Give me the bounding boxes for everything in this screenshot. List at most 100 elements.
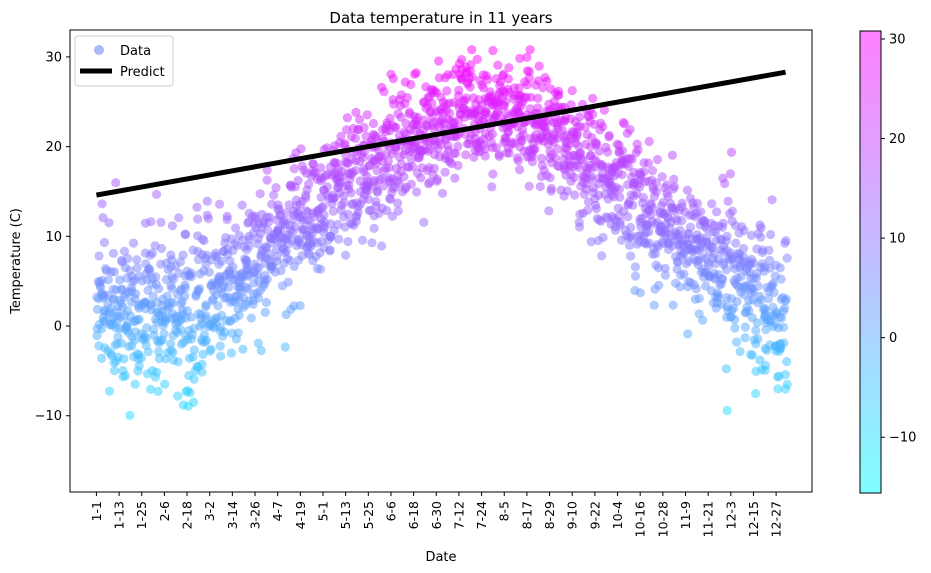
data-point — [285, 180, 295, 190]
data-point — [104, 218, 114, 228]
data-point — [583, 205, 593, 215]
y-axis: −10 0 10 20 30 — [35, 50, 70, 424]
data-point — [780, 370, 791, 380]
x-tick-label: 5-1 — [315, 501, 330, 521]
data-point — [769, 287, 779, 298]
data-point — [154, 346, 164, 357]
data-point — [450, 173, 460, 183]
data-point — [414, 150, 424, 160]
data-point — [223, 282, 234, 292]
data-point — [455, 69, 465, 79]
data-point — [340, 139, 350, 149]
data-point — [452, 131, 462, 142]
data-point — [545, 135, 555, 145]
data-point — [683, 329, 693, 339]
data-point — [653, 263, 664, 273]
data-point — [683, 256, 694, 266]
data-point — [302, 185, 312, 195]
data-point — [137, 334, 147, 344]
data-point — [665, 237, 675, 247]
data-point — [473, 146, 483, 157]
data-point — [454, 59, 465, 69]
data-point — [132, 255, 142, 265]
data-point — [339, 198, 349, 208]
data-point — [656, 201, 667, 211]
data-point — [167, 221, 177, 231]
data-point — [317, 174, 327, 184]
data-point — [732, 337, 742, 347]
data-point — [256, 285, 266, 295]
data-point — [632, 188, 642, 199]
data-point — [250, 211, 260, 221]
data-point — [541, 127, 551, 137]
data-point — [393, 198, 403, 208]
data-point — [266, 264, 276, 274]
data-point — [561, 113, 571, 123]
colorbar-tick-label: −10 — [889, 431, 916, 446]
data-point — [552, 120, 562, 130]
data-point — [347, 219, 357, 229]
data-point — [142, 275, 152, 285]
chart-title: Data temperature in 11 years — [329, 9, 552, 27]
data-point — [713, 292, 723, 303]
data-point — [168, 355, 178, 365]
data-point — [385, 194, 396, 204]
data-point — [92, 331, 102, 341]
data-point — [572, 155, 582, 165]
data-point — [377, 82, 387, 92]
data-point — [513, 156, 523, 166]
data-point — [141, 259, 151, 269]
data-point — [490, 110, 500, 120]
data-point — [700, 216, 710, 226]
data-point — [271, 244, 282, 255]
data-point — [230, 297, 240, 307]
data-point — [664, 244, 674, 255]
data-point — [129, 335, 139, 345]
data-point — [301, 193, 311, 203]
data-point — [713, 254, 724, 264]
data-point — [163, 348, 173, 358]
data-point — [245, 234, 255, 244]
data-point — [146, 384, 156, 394]
data-point — [396, 159, 406, 169]
data-point — [186, 334, 197, 344]
data-point — [478, 83, 488, 93]
data-point — [480, 151, 490, 161]
data-point — [578, 155, 588, 165]
x-tick-label: 10-16 — [633, 501, 648, 537]
data-point — [183, 386, 193, 396]
data-point — [764, 245, 774, 255]
data-point — [184, 353, 195, 363]
data-point — [297, 215, 307, 226]
data-point — [739, 257, 749, 267]
data-point — [238, 293, 249, 303]
data-point — [186, 268, 196, 278]
x-tick-label: 1-1 — [89, 501, 104, 521]
data-point — [442, 86, 452, 96]
data-point — [626, 222, 636, 233]
data-point — [237, 200, 247, 210]
x-tick-label: 6-30 — [429, 501, 444, 529]
data-point — [428, 85, 438, 95]
x-tick-label: 2-6 — [157, 501, 172, 521]
data-point — [130, 275, 140, 285]
data-point — [609, 171, 620, 181]
y-axis-label: Temperature (C) — [9, 208, 24, 315]
data-point — [228, 262, 238, 272]
data-point — [118, 366, 128, 376]
data-point — [216, 256, 226, 266]
data-point — [544, 206, 554, 216]
data-point — [601, 182, 611, 192]
data-point — [416, 173, 426, 183]
data-point — [396, 90, 406, 100]
x-tick-label: 11-9 — [678, 501, 693, 529]
data-point — [244, 217, 254, 227]
data-point — [146, 305, 157, 315]
data-point — [502, 122, 512, 132]
data-point — [689, 280, 699, 290]
data-point — [278, 243, 288, 253]
data-point — [575, 209, 585, 219]
data-point — [202, 196, 212, 206]
data-point — [253, 239, 263, 249]
data-point — [524, 67, 535, 77]
